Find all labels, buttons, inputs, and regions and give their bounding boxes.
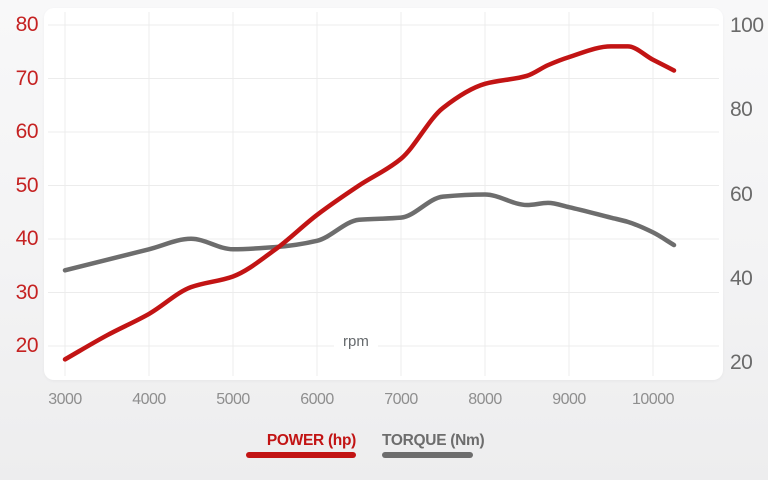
axis-tick-label: 3000 (48, 391, 82, 408)
x-axis-title: rpm (334, 331, 378, 352)
legend-label-torque: TORQUE (Nm) (382, 432, 485, 449)
torque-legend-swatch (382, 452, 473, 458)
legend-item-power[interactable]: POWER (hp) (246, 433, 356, 458)
legend-label-power: POWER (hp) (266, 432, 356, 449)
axis-tick-label: 4000 (132, 391, 166, 408)
axis-tick-label: 40 (730, 266, 753, 290)
axis-tick-label: 20 (15, 334, 39, 357)
axis-tick-label: 20 (730, 351, 753, 374)
chart-panel (44, 8, 723, 380)
axis-tick-label: 100 (730, 14, 764, 37)
axis-tick-label: 80 (730, 98, 753, 122)
axis-tick-label: 60 (730, 182, 753, 206)
axis-tick-label: 8000 (468, 391, 502, 408)
axis-tick-label: 60 (15, 120, 39, 143)
axis-tick-label: 7000 (384, 391, 418, 408)
legend-item-torque[interactable]: TORQUE (Nm) (382, 432, 485, 458)
axis-tick-label: 50 (15, 173, 39, 197)
axis-tick-label: 9000 (552, 391, 586, 408)
axis-tick-label: 70 (15, 66, 39, 90)
axis-tick-label: 80 (15, 13, 39, 36)
axis-tick-label: 5000 (216, 391, 250, 408)
axis-tick-label: 10000 (632, 391, 675, 408)
axis-tick-label: 30 (15, 280, 39, 304)
axis-tick-label: 40 (15, 227, 39, 250)
power-legend-swatch (246, 452, 356, 458)
axis-tick-label: 6000 (300, 391, 334, 408)
legend: POWER (hp) TORQUE (Nm) (246, 432, 485, 458)
